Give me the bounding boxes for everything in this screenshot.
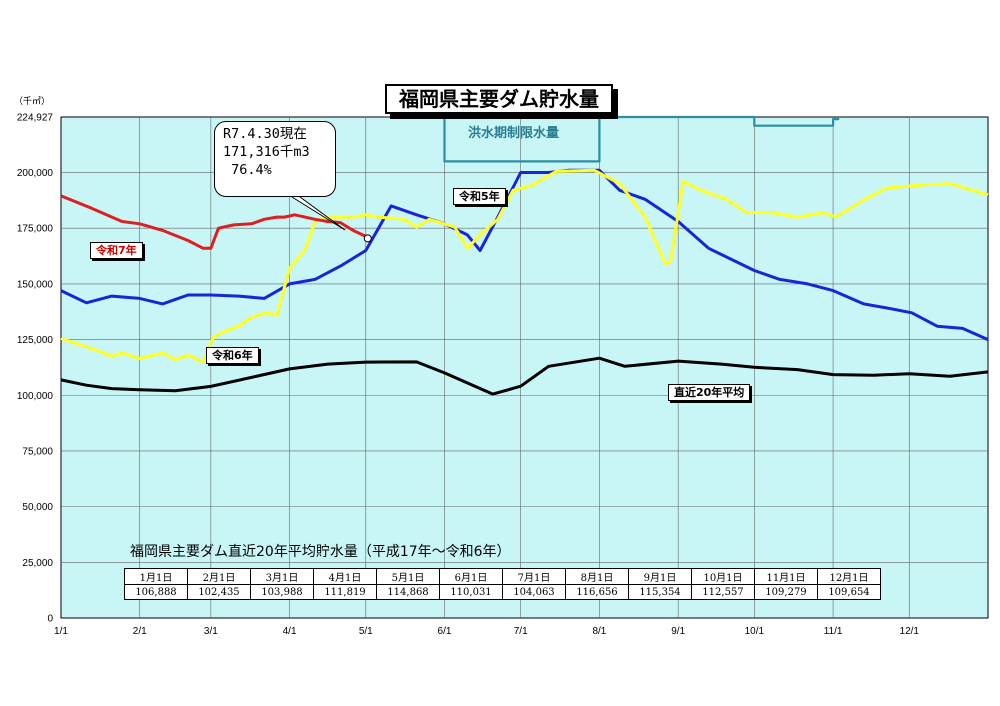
avg-table-value-6: 104,063 (502, 584, 566, 600)
x-tick-label: 12/1 (900, 626, 920, 637)
y-tick-label: 125,000 (17, 335, 54, 346)
x-tick-label: 5/1 (359, 626, 373, 637)
series-label-avg: 直近20年平均 (668, 384, 751, 401)
callout-percent: 76.4% (223, 162, 272, 178)
avg-table-value-7: 116,656 (565, 584, 629, 600)
x-tick-label: 7/1 (514, 626, 528, 637)
avg-table-value-11: 109,654 (817, 584, 881, 600)
x-tick-label: 1/1 (54, 626, 68, 637)
y-tick-label: 75,000 (22, 446, 53, 457)
avg-table-value-2: 103,988 (250, 584, 314, 600)
avg-table-value-10: 109,279 (754, 584, 818, 600)
plot-area (60, 116, 989, 619)
series-label-r5: 令和5年 (453, 188, 506, 205)
avg-table-value-4: 114,868 (376, 584, 440, 600)
y-tick-label: 0 (47, 614, 53, 625)
avg-table-date-7: 8月1日 (565, 568, 629, 585)
y-axis: 0 25,000 50,000 75,000 100,000 125,000 150,000… (17, 113, 54, 625)
avg-table-header-row: 1月1日 2月1日 3月1日 4月1日 5月1日 6月1日 7月1日 8月1日 9月1日 10月1… (124, 568, 881, 585)
x-tick-label: 8/1 (592, 626, 606, 637)
avg-table-value-0: 106,888 (124, 584, 188, 600)
avg-table-date-2: 3月1日 (250, 568, 314, 585)
callout-date: R7.4.30現在 (223, 126, 307, 142)
x-tick-label: 6/1 (438, 626, 452, 637)
line-r6 (60, 168, 989, 364)
flood-limit-label: 洪水期制限水量 (468, 126, 560, 141)
callout-pointer (291, 196, 346, 231)
avg-table-value-3: 111,819 (313, 584, 377, 600)
avg-table-value-5: 110,031 (439, 584, 503, 600)
avg-table-value-8: 115,354 (628, 584, 692, 600)
avg-table-value-row: 106,888 102,435 103,988 111,819 114,868 110,0… (124, 584, 881, 600)
avg-table-date-10: 11月1日 (754, 568, 818, 585)
line-flood (443, 115, 840, 163)
avg-table-date-4: 5月1日 (376, 568, 440, 585)
y-tick-label: 224,927 (17, 113, 54, 124)
x-axis: 1/1 2/1 3/1 4/1 5/1 6/1 7/1 8/1 9/1 10/1 11/1 12/1 (54, 626, 919, 637)
chart-title: 福岡県主要ダム貯水量 (385, 84, 613, 114)
current-value-callout: R7.4.30現在 171,316千m3 76.4% (214, 121, 336, 197)
avg-table-date-8: 9月1日 (628, 568, 692, 585)
avg-table-date-11: 12月1日 (817, 568, 881, 585)
avg-table-date-6: 7月1日 (502, 568, 566, 585)
avg-table: 1月1日 2月1日 3月1日 4月1日 5月1日 6月1日 7月1日 8月1日 9月1日 10月1… (124, 568, 881, 600)
callout-volume: 171,316千m3 (223, 144, 310, 160)
r7-current-point (363, 234, 372, 243)
x-tick-label: 9/1 (671, 626, 685, 637)
y-tick-label: 200,000 (17, 168, 54, 179)
avg-table-date-1: 2月1日 (187, 568, 251, 585)
x-tick-label: 3/1 (204, 626, 218, 637)
avg-table-title: 福岡県主要ダム直近20年平均貯水量（平成17年～令和6年） (130, 544, 511, 560)
line-avg (60, 356, 989, 396)
series-label-r6: 令和6年 (206, 347, 259, 364)
y-tick-label: 25,000 (22, 558, 53, 569)
avg-table-value-1: 102,435 (187, 584, 251, 600)
x-tick-label: 4/1 (283, 626, 297, 637)
avg-table-date-9: 10月1日 (691, 568, 755, 585)
y-tick-label: 150,000 (17, 279, 54, 290)
x-tick-label: 11/1 (824, 626, 843, 637)
line-r7 (60, 194, 367, 250)
y-tick-label: 50,000 (22, 502, 53, 513)
avg-table-date-5: 6月1日 (439, 568, 503, 585)
series-label-r7: 令和7年 (90, 242, 143, 259)
x-tick-label: 10/1 (745, 626, 765, 637)
unit-label: （千㎥） (14, 97, 51, 107)
y-tick-label: 175,000 (17, 224, 54, 235)
y-tick-label: 100,000 (17, 391, 54, 402)
series-lines (60, 115, 989, 396)
avg-table-date-0: 1月1日 (124, 568, 188, 585)
avg-table-value-9: 112,557 (691, 584, 755, 600)
avg-table-date-3: 4月1日 (313, 568, 377, 585)
x-tick-label: 2/1 (133, 626, 147, 637)
grid (61, 117, 988, 618)
